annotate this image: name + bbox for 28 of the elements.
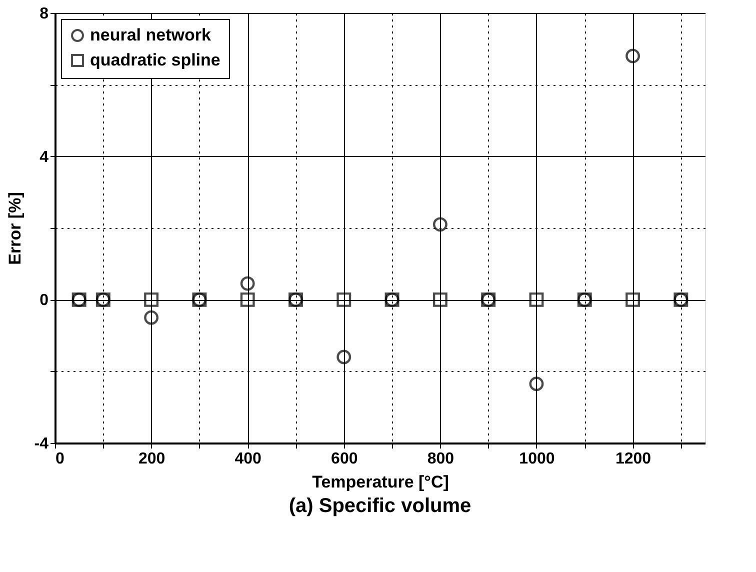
x-tick-label: 1000 xyxy=(519,450,555,468)
legend-label: quadratic spline xyxy=(90,50,220,70)
x-tick-label: 800 xyxy=(427,450,454,468)
x-tick-label: 1200 xyxy=(615,450,652,468)
y-axis-title: Error [%] xyxy=(5,192,24,265)
y-tick-label: 8 xyxy=(40,6,49,22)
x-tick-label: 200 xyxy=(138,450,166,468)
x-axis-title: Temperature [°C] xyxy=(312,472,449,492)
x-tick-label: 400 xyxy=(234,450,262,468)
point xyxy=(240,292,255,307)
point xyxy=(240,276,255,291)
point xyxy=(336,350,352,364)
point xyxy=(626,48,640,64)
text: (a) Specific volume xyxy=(288,495,472,517)
x-tick-label: 600 xyxy=(331,450,358,468)
legend-label: neural network xyxy=(90,26,212,44)
point xyxy=(144,292,159,307)
y-tick-label: -4 xyxy=(34,436,49,452)
point xyxy=(432,217,448,232)
point xyxy=(529,292,544,307)
y-tick-label: 0 xyxy=(40,292,49,310)
x-tick-label: 0 xyxy=(56,450,64,468)
point xyxy=(626,292,640,307)
point xyxy=(529,376,544,392)
point xyxy=(144,310,159,325)
point xyxy=(432,292,448,307)
point xyxy=(336,292,352,307)
y-tick-label: 4 xyxy=(40,148,49,166)
